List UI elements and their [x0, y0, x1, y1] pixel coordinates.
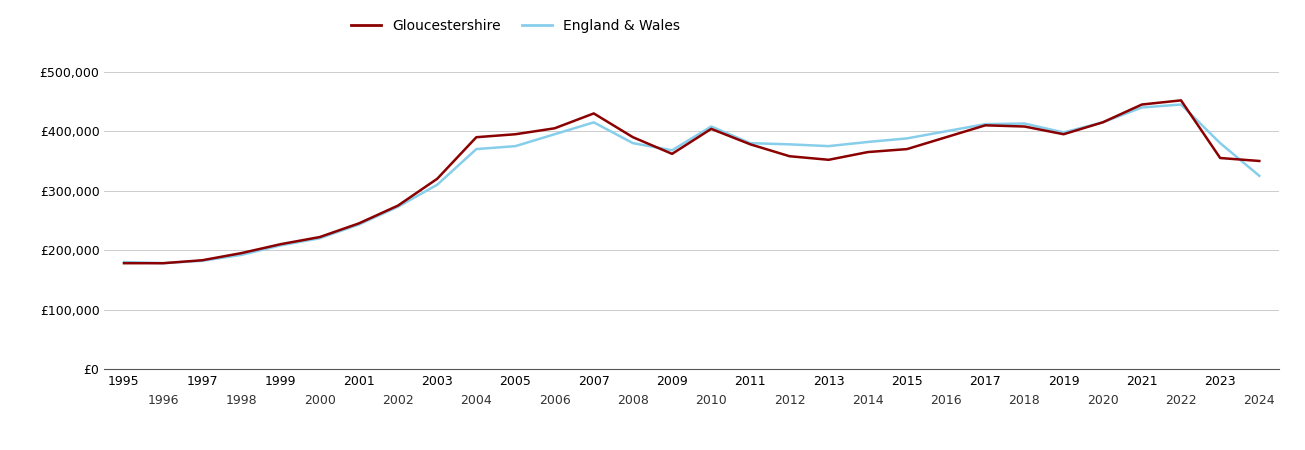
Gloucestershire — [390, 203, 406, 208]
England & Wales — [1017, 121, 1032, 126]
Gloucestershire — [703, 126, 719, 131]
Gloucestershire — [977, 122, 993, 128]
Gloucestershire — [821, 157, 837, 162]
England & Wales — [1056, 130, 1071, 135]
Gloucestershire — [155, 261, 171, 266]
Gloucestershire — [938, 135, 954, 140]
Gloucestershire — [1134, 102, 1150, 107]
Text: 2024: 2024 — [1244, 394, 1275, 407]
Legend: Gloucestershire, England & Wales: Gloucestershire, England & Wales — [345, 14, 686, 39]
Gloucestershire — [547, 126, 562, 131]
Gloucestershire — [1017, 124, 1032, 129]
Text: 2006: 2006 — [539, 394, 570, 407]
Text: 1998: 1998 — [226, 394, 257, 407]
England & Wales — [116, 259, 132, 265]
England & Wales — [664, 148, 680, 153]
Gloucestershire — [508, 131, 523, 137]
England & Wales — [468, 146, 484, 152]
England & Wales — [821, 144, 837, 149]
Gloucestershire — [1095, 120, 1111, 125]
Text: 2002: 2002 — [382, 394, 414, 407]
England & Wales — [938, 129, 954, 134]
England & Wales — [1095, 120, 1111, 125]
Text: 2016: 2016 — [930, 394, 962, 407]
Gloucestershire — [234, 250, 249, 256]
Text: 2012: 2012 — [774, 394, 805, 407]
England & Wales — [1173, 102, 1189, 107]
England & Wales — [977, 122, 993, 127]
Text: 2008: 2008 — [617, 394, 649, 407]
England & Wales — [508, 144, 523, 149]
England & Wales — [1251, 173, 1267, 179]
Gloucestershire — [194, 257, 210, 263]
England & Wales — [899, 136, 915, 141]
Text: 2010: 2010 — [696, 394, 727, 407]
Text: 2018: 2018 — [1009, 394, 1040, 407]
England & Wales — [1212, 140, 1228, 146]
Gloucestershire — [116, 261, 132, 266]
England & Wales — [155, 261, 171, 266]
Gloucestershire — [743, 142, 758, 147]
Gloucestershire — [664, 151, 680, 157]
England & Wales — [743, 140, 758, 146]
Gloucestershire — [1056, 131, 1071, 137]
Gloucestershire — [1212, 155, 1228, 161]
Gloucestershire — [1173, 98, 1189, 103]
Gloucestershire — [312, 234, 328, 240]
Text: 2022: 2022 — [1165, 394, 1197, 407]
England & Wales — [273, 243, 288, 248]
England & Wales — [312, 235, 328, 241]
England & Wales — [194, 258, 210, 264]
Text: 2000: 2000 — [304, 394, 335, 407]
England & Wales — [234, 252, 249, 257]
Gloucestershire — [860, 149, 876, 155]
Gloucestershire — [782, 153, 797, 159]
Gloucestershire — [899, 146, 915, 152]
England & Wales — [547, 131, 562, 137]
England & Wales — [860, 139, 876, 144]
England & Wales — [703, 124, 719, 129]
Gloucestershire — [586, 111, 602, 116]
Text: 1996: 1996 — [147, 394, 179, 407]
England & Wales — [625, 140, 641, 146]
Text: 2014: 2014 — [852, 394, 883, 407]
Gloucestershire — [1251, 158, 1267, 164]
Text: 2020: 2020 — [1087, 394, 1118, 407]
Line: Gloucestershire: Gloucestershire — [124, 100, 1259, 263]
Gloucestershire — [625, 135, 641, 140]
Gloucestershire — [273, 242, 288, 247]
England & Wales — [782, 142, 797, 147]
England & Wales — [586, 120, 602, 125]
England & Wales — [390, 204, 406, 209]
England & Wales — [429, 182, 445, 188]
Text: 2004: 2004 — [461, 394, 492, 407]
Line: England & Wales: England & Wales — [124, 104, 1259, 263]
England & Wales — [351, 222, 367, 227]
England & Wales — [1134, 105, 1150, 110]
Gloucestershire — [351, 220, 367, 226]
Gloucestershire — [429, 176, 445, 181]
Gloucestershire — [468, 135, 484, 140]
